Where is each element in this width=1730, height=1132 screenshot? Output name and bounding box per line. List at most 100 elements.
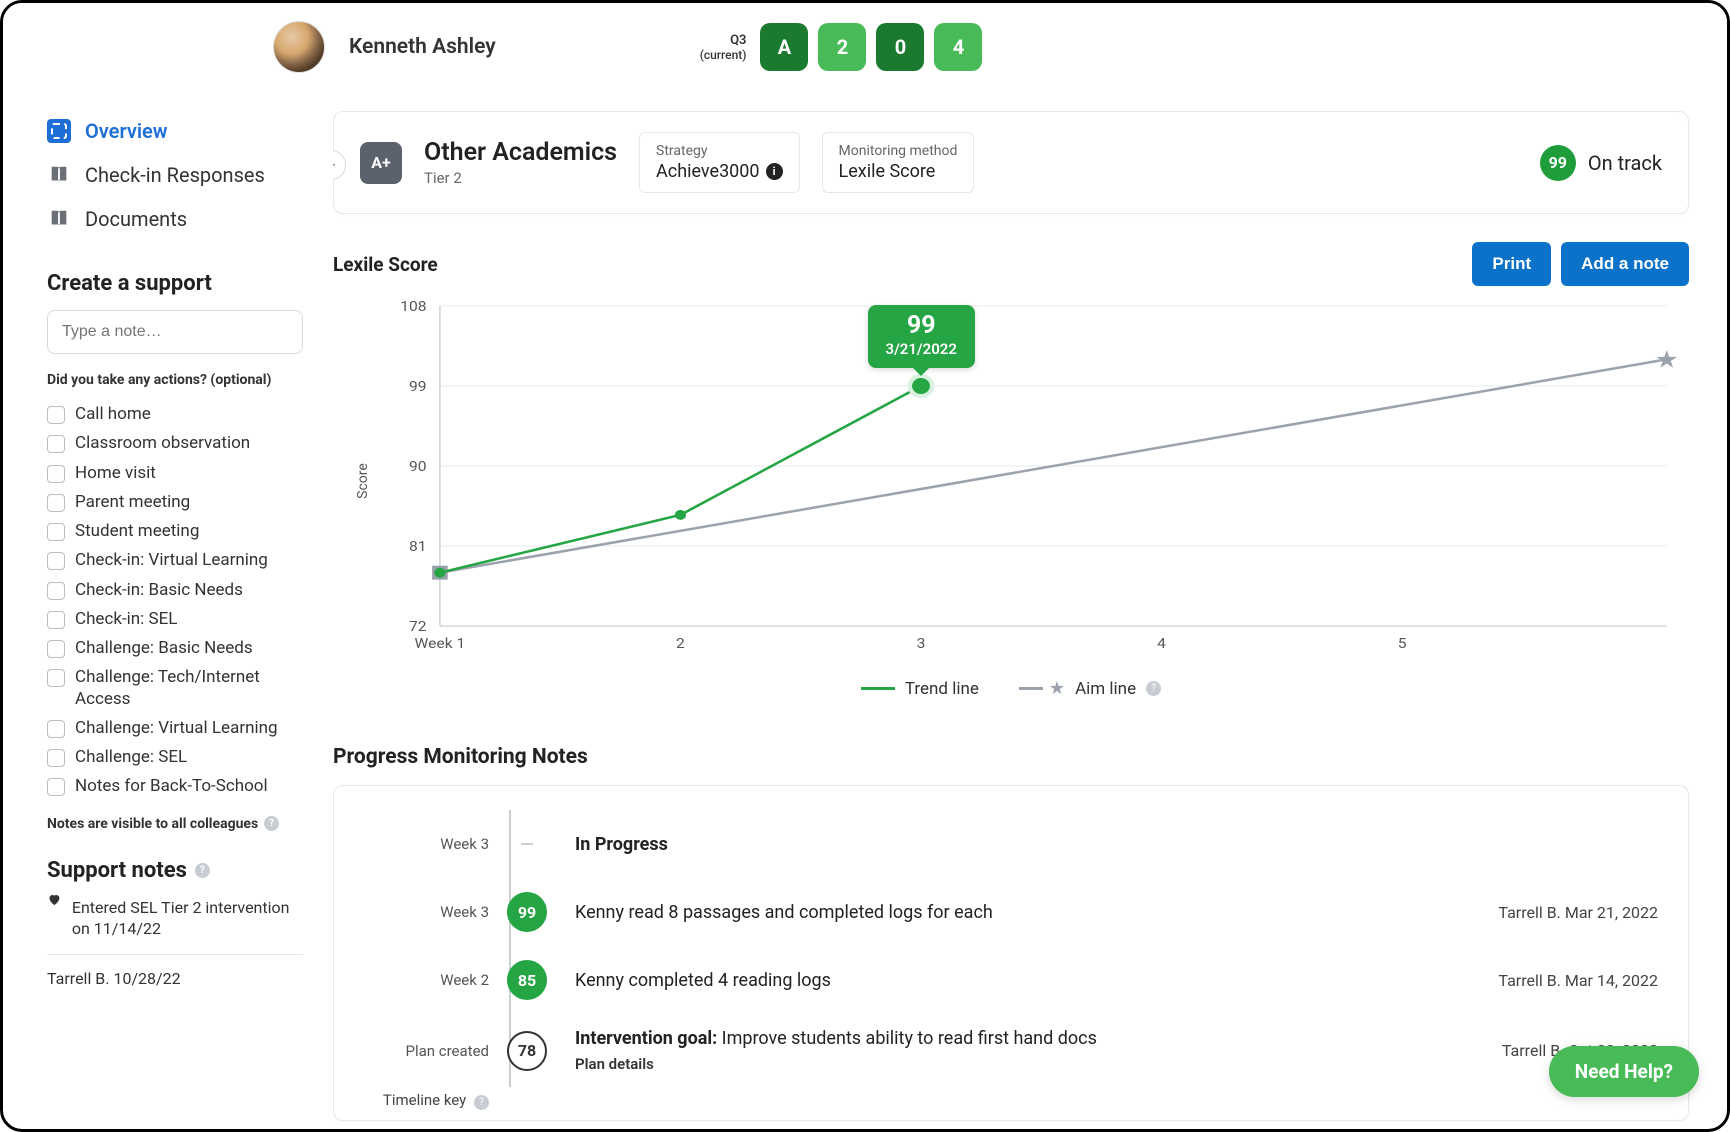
method-box: Monitoring method Lexile Score: [822, 132, 975, 193]
on-track-indicator: 99 On track: [1540, 145, 1662, 181]
action-label: Challenge: Virtual Learning: [75, 718, 278, 739]
checkbox[interactable]: [47, 749, 65, 767]
strategy-value: Achieve3000: [656, 161, 760, 182]
action-checkbox-row[interactable]: Notes for Back-To-School: [47, 772, 303, 801]
grade-pill[interactable]: 4: [934, 23, 982, 71]
track-badge: 99: [1540, 145, 1576, 181]
add-note-button[interactable]: Add a note: [1561, 242, 1689, 286]
quarter-label-sub: (current): [700, 48, 747, 62]
sidebar: Overview Check-in Responses Documents Cr…: [3, 91, 333, 1122]
pm-row: Week 3In Progress: [364, 810, 1658, 878]
svg-text:Week 1: Week 1: [415, 635, 466, 652]
visibility-note-text: Notes are visible to all colleagues: [47, 816, 258, 832]
student-avatar: [273, 21, 325, 73]
method-label: Monitoring method: [839, 143, 958, 159]
book-icon: [47, 163, 71, 187]
action-checkbox-row[interactable]: Student meeting: [47, 517, 303, 546]
action-checkbox-row[interactable]: Call home: [47, 400, 303, 429]
chart-legend: Trend line ★ Aim line ?: [333, 678, 1689, 699]
action-checkbox-row[interactable]: Home visit: [47, 459, 303, 488]
pm-row: Plan created78Intervention goal: Improve…: [364, 1014, 1658, 1087]
svg-text:2: 2: [676, 635, 685, 652]
divider: [47, 954, 303, 955]
action-checkbox-row[interactable]: Parent meeting: [47, 488, 303, 517]
svg-text:4: 4: [1157, 635, 1166, 652]
support-notes-heading-text: Support notes: [47, 858, 187, 883]
heart-icon: [47, 891, 62, 911]
action-label: Home visit: [75, 463, 156, 484]
checkbox[interactable]: [47, 465, 65, 483]
need-help-button[interactable]: Need Help?: [1549, 1046, 1699, 1097]
grade-pill-row: A204: [760, 23, 982, 71]
actions-list: Call home Classroom observation Home visit…: [47, 400, 303, 802]
action-label: Notes for Back-To-School: [75, 776, 268, 797]
help-icon[interactable]: ?: [195, 863, 210, 878]
checkbox[interactable]: [47, 406, 65, 424]
svg-text:99: 99: [409, 378, 427, 395]
strategy-box: Strategy Achieve3000 i: [639, 132, 800, 193]
chart-title: Lexile Score: [333, 253, 438, 276]
nav-checkin-label: Check-in Responses: [85, 163, 265, 187]
checkbox[interactable]: [47, 552, 65, 570]
checkbox[interactable]: [47, 582, 65, 600]
pm-week-label: Plan created: [364, 1042, 489, 1060]
main-content: − A+ Other Academics Tier 2 Strategy Ach…: [333, 91, 1727, 1122]
pm-plan-details[interactable]: Plan details: [575, 1055, 1420, 1073]
action-label: Call home: [75, 404, 151, 425]
checkbox[interactable]: [47, 494, 65, 512]
tier-label: Tier 2: [424, 169, 617, 187]
pm-row: Week 399Kenny read 8 passages and comple…: [364, 878, 1658, 946]
action-checkbox-row[interactable]: Challenge: Basic Needs: [47, 634, 303, 663]
checkbox[interactable]: [47, 523, 65, 541]
legend-trend: Trend line: [861, 679, 979, 699]
action-checkbox-row[interactable]: Classroom observation: [47, 429, 303, 458]
collapse-button[interactable]: −: [333, 150, 346, 180]
domain-title: Other Academics: [424, 138, 617, 167]
checkbox[interactable]: [47, 640, 65, 658]
pm-score-badge: 99: [507, 892, 547, 932]
track-text: On track: [1588, 151, 1662, 175]
svg-text:★: ★: [1655, 346, 1679, 374]
chart-tooltip: 99 3/21/2022: [868, 305, 975, 368]
help-icon[interactable]: ?: [1146, 681, 1161, 696]
help-icon[interactable]: ?: [474, 1095, 489, 1110]
grade-pill[interactable]: A: [760, 23, 808, 71]
checkbox[interactable]: [47, 611, 65, 629]
pm-score-badge: 78: [507, 1031, 547, 1071]
actions-subheading: Did you take any actions? (optional): [47, 372, 303, 388]
y-axis-label: Score: [355, 463, 371, 499]
pm-row: Week 285Kenny completed 4 reading logsTa…: [364, 946, 1658, 1014]
action-checkbox-row[interactable]: Challenge: SEL: [47, 743, 303, 772]
action-label: Check-in: Basic Needs: [75, 580, 243, 601]
action-checkbox-row[interactable]: Check-in: Basic Needs: [47, 576, 303, 605]
pm-score-badge: [507, 824, 547, 864]
nav-documents-label: Documents: [85, 207, 187, 231]
nav-overview[interactable]: Overview: [47, 109, 303, 153]
svg-text:5: 5: [1398, 635, 1407, 652]
support-note-text: Entered SEL Tier 2 intervention on 11/14…: [72, 897, 303, 940]
pm-meta: Tarrell B. Mar 21, 2022: [1438, 903, 1658, 922]
support-author-date: Tarrell B. 10/28/22: [47, 969, 303, 988]
checkbox[interactable]: [47, 435, 65, 453]
chart: Score 99 3/21/2022 10899908172Week 12345…: [373, 296, 1689, 666]
checkbox[interactable]: [47, 669, 65, 687]
grade-pill[interactable]: 2: [818, 23, 866, 71]
action-checkbox-row[interactable]: Challenge: Tech/Internet Access: [47, 663, 303, 714]
checkbox[interactable]: [47, 778, 65, 796]
action-checkbox-row[interactable]: Challenge: Virtual Learning: [47, 714, 303, 743]
nav-documents[interactable]: Documents: [47, 197, 303, 241]
checkbox[interactable]: [47, 720, 65, 738]
action-checkbox-row[interactable]: Check-in: SEL: [47, 605, 303, 634]
tooltip-date: 3/21/2022: [886, 340, 957, 358]
grade-pill[interactable]: 0: [876, 23, 924, 71]
pm-meta: Tarrell B. Mar 14, 2022: [1438, 971, 1658, 990]
action-checkbox-row[interactable]: Check-in: Virtual Learning: [47, 546, 303, 575]
print-button[interactable]: Print: [1472, 242, 1551, 286]
help-icon[interactable]: ?: [264, 816, 279, 831]
note-input[interactable]: [47, 310, 303, 354]
action-label: Check-in: SEL: [75, 609, 177, 630]
info-icon[interactable]: i: [766, 163, 783, 180]
action-label: Challenge: SEL: [75, 747, 187, 768]
timeline-key-label: Timeline key: [383, 1091, 466, 1109]
nav-checkin[interactable]: Check-in Responses: [47, 153, 303, 197]
